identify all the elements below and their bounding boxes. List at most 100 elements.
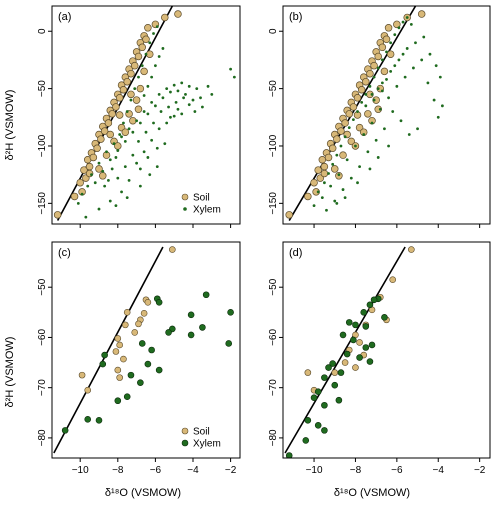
xylem-point [146, 156, 150, 159]
x-tick-label: −8 [112, 465, 124, 476]
xylem-point [356, 354, 363, 361]
y-tick-label-group: 0 [268, 28, 279, 34]
series-soil [304, 246, 415, 394]
xylem-point [440, 104, 444, 108]
soil-point [333, 135, 341, 143]
xylem-point [80, 192, 84, 196]
xylem-point [148, 346, 155, 354]
plot-area [53, 6, 236, 221]
xylem-point [339, 331, 347, 339]
soil-point [138, 43, 146, 52]
soil-point [70, 192, 79, 201]
xylem-point [389, 70, 393, 73]
series-soil [78, 246, 176, 394]
soil-point [53, 211, 62, 219]
y-tick-label-group: −50 [268, 80, 279, 97]
reference-line [53, 246, 164, 454]
soil-point [364, 110, 372, 118]
xylem-point [142, 94, 146, 97]
xylem-point [157, 127, 161, 131]
xylem-point [370, 121, 374, 125]
soil-point [328, 144, 337, 153]
xylem-point [399, 119, 403, 123]
y-tick-label-group: −70 [268, 379, 279, 396]
xylem-point [122, 121, 125, 125]
y-tick-label-group: −50 [37, 278, 48, 295]
plot-frame [51, 5, 241, 225]
y-tick-label: −80 [268, 429, 279, 446]
xylem-point [142, 110, 146, 113]
xylem-point [232, 75, 236, 79]
xylem-point [227, 309, 234, 316]
y-tick-label-group: −50 [268, 278, 279, 295]
xylem-point [362, 133, 366, 136]
xylem-point [142, 150, 146, 154]
xylem-point [343, 196, 347, 200]
xylem-point [138, 121, 142, 125]
x-axis-title-right: δ¹⁸O (VSMOW) [334, 487, 410, 499]
xylem-point [349, 176, 353, 180]
x-axis-title-left: δ¹⁸O (VSMOW) [105, 487, 181, 499]
soil-point [114, 335, 122, 342]
soil-point [366, 69, 374, 78]
xylem-point [195, 87, 199, 91]
soil-point [353, 94, 362, 102]
soil-point [76, 178, 84, 187]
xylem-point [176, 107, 180, 111]
x-tick-label: −8 [350, 465, 362, 476]
reference-line [284, 246, 406, 454]
xylem-point [320, 196, 324, 200]
soil-point [386, 50, 395, 58]
soil-point [130, 61, 139, 70]
xylem-point [76, 201, 80, 205]
soil-point [331, 165, 339, 173]
panels: 0−50−100−150(a)SoilXylem0−50−100−150(b)−… [37, 5, 491, 476]
xylem-point [310, 394, 318, 402]
soil-point [347, 137, 356, 146]
xylem-point [187, 311, 195, 319]
y-tick-label-group: −100 [37, 134, 48, 157]
xylem-point [118, 133, 122, 136]
soil-point [85, 162, 94, 171]
xylem-point [150, 100, 154, 104]
xylem-point [161, 96, 165, 100]
xylem-point [131, 130, 135, 134]
xylem-point [201, 105, 204, 109]
xylem-point [403, 75, 407, 79]
soil-point [169, 246, 176, 253]
xylem-point [385, 50, 388, 54]
legend-label: Soil [193, 193, 210, 204]
xylem-point [335, 201, 339, 205]
xylem-point [169, 115, 172, 119]
soil-point [131, 329, 139, 336]
xylem-point [391, 110, 395, 113]
xylem-point [321, 427, 328, 434]
xylem-point [133, 87, 137, 91]
y-tick-label-group: −60 [268, 329, 279, 346]
y-tick-label: −80 [37, 429, 48, 446]
xylem-point [101, 351, 108, 359]
xylem-point [150, 75, 154, 79]
xylem-point [163, 142, 167, 146]
xylem-point [127, 127, 131, 131]
xylem-point [159, 110, 163, 113]
soil-point [318, 155, 327, 164]
xylem-point [110, 167, 114, 171]
xylem-point [414, 41, 417, 45]
xylem-point [97, 161, 101, 165]
xylem-point [339, 144, 343, 148]
soil-point [112, 103, 120, 111]
y-tick-label: 0 [268, 28, 279, 34]
xylem-point [180, 81, 184, 85]
soil-point [115, 94, 124, 102]
legend-label: Xylem [193, 205, 221, 216]
soil-point [374, 52, 382, 61]
plot-frame [282, 5, 491, 225]
y-tick-label: −50 [37, 80, 48, 97]
xylem-point [364, 104, 368, 108]
xylem-point [95, 417, 103, 424]
soil-point [89, 153, 98, 162]
xylem-point [368, 167, 372, 171]
